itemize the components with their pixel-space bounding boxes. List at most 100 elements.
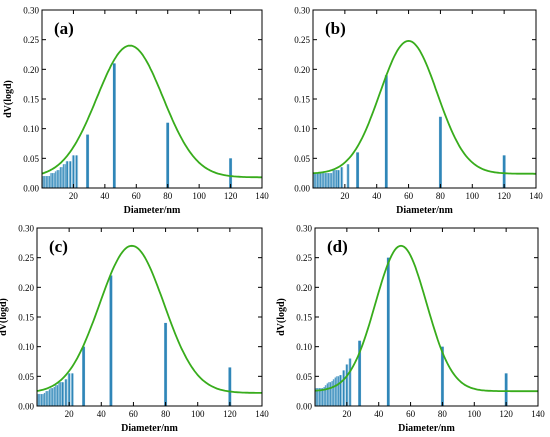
bar — [109, 275, 113, 406]
y-tick-label: 0.30 — [296, 224, 312, 234]
x-tick-label: 140 — [255, 409, 269, 419]
y-tick-label: 0.25 — [18, 253, 34, 263]
bar — [441, 346, 444, 406]
fit-curve-line — [312, 39, 536, 175]
bar — [44, 392, 46, 406]
bar — [228, 367, 232, 406]
bar — [50, 388, 53, 406]
bar — [69, 161, 72, 188]
bar — [55, 385, 58, 406]
y-tick-label: 0.25 — [296, 253, 312, 263]
y-tick-label: 0.30 — [18, 224, 34, 234]
bar — [57, 385, 59, 406]
bar — [39, 394, 42, 406]
bar — [42, 394, 45, 406]
plot-frame — [36, 227, 263, 407]
x-tick-label: 140 — [529, 191, 543, 201]
bar — [384, 75, 388, 188]
bar — [58, 382, 61, 406]
y-tick-label: 0.00 — [18, 402, 34, 412]
x-tick-label: 60 — [129, 409, 139, 419]
y-tick-label: 0.10 — [18, 342, 34, 352]
y-tick-label: 0.05 — [23, 154, 39, 164]
x-tick-label: 100 — [466, 191, 480, 201]
y-axis-label: dV(logd) — [276, 298, 287, 336]
bar — [229, 158, 232, 188]
bar — [53, 387, 56, 406]
bar-group — [37, 275, 232, 406]
bar — [349, 358, 351, 406]
y-tick-label: 0.05 — [296, 372, 312, 382]
bar-group — [314, 257, 508, 406]
bar — [504, 373, 508, 406]
bar — [502, 155, 506, 188]
x-tick-label: 40 — [372, 191, 382, 201]
y-tick-label: 0.15 — [18, 313, 34, 323]
x-tick-label: 120 — [497, 191, 511, 201]
y-axis-label: dV(logd) — [0, 298, 9, 336]
bar — [41, 394, 43, 406]
y-tick-label: 0.15 — [296, 313, 312, 323]
y-tick-label: 0.30 — [294, 6, 310, 16]
x-tick-label: 120 — [224, 191, 238, 201]
x-tick-label: 60 — [132, 191, 142, 201]
x-tick-label: 140 — [255, 191, 269, 201]
x-axis-label: Diameter/nm — [398, 423, 455, 434]
bar — [166, 122, 170, 188]
panel-label: (b) — [325, 19, 346, 38]
bar — [60, 382, 62, 406]
bar — [340, 167, 343, 188]
fit-curve-line — [36, 244, 262, 394]
bar — [346, 364, 348, 406]
chart-panel-1: 0.00 0.05 0.10 0.15 0.20 0.25 0.30 20 40 60 80 100 1… — [3, 6, 269, 217]
bar-group — [312, 75, 506, 188]
y-tick-label: 0.05 — [18, 372, 34, 382]
y-axis-label: dV(logd) — [3, 80, 14, 118]
bar — [75, 155, 78, 188]
bar — [86, 134, 89, 188]
x-tick-label: 20 — [65, 409, 75, 419]
x-tick-label: 40 — [374, 409, 384, 419]
bar — [61, 382, 64, 406]
bar — [71, 373, 74, 406]
bar — [358, 340, 361, 406]
x-tick-label: 100 — [191, 409, 205, 419]
x-tick-label: 80 — [436, 191, 446, 201]
chart-panel-3: 0.00 0.05 0.10 0.15 0.20 0.25 0.30 20 40 60 80 100 1… — [0, 224, 269, 435]
panel-label: (d) — [327, 237, 348, 256]
x-tick-label: 80 — [438, 409, 448, 419]
y-tick-label: 0.00 — [23, 184, 39, 194]
y-tick-label: 0.05 — [294, 154, 310, 164]
bar — [439, 116, 442, 188]
y-tick-label: 0.30 — [23, 6, 39, 16]
chart-panel-4: 0.00 0.05 0.10 0.15 0.20 0.25 0.30 20 40 60 80 100 1… — [276, 224, 545, 435]
y-tick-label: 0.20 — [18, 283, 34, 293]
bar — [337, 170, 340, 188]
x-tick-label: 120 — [223, 409, 237, 419]
y-tick-label: 0.25 — [23, 35, 39, 45]
bar — [49, 389, 51, 406]
bar — [339, 375, 342, 406]
y-tick-label: 0.00 — [296, 402, 312, 412]
bar-group — [41, 63, 233, 188]
x-tick-label: 140 — [531, 409, 545, 419]
x-axis-label: Diameter/nm — [396, 205, 453, 216]
bar — [47, 391, 50, 406]
x-tick-label: 80 — [161, 409, 171, 419]
y-tick-label: 0.25 — [294, 35, 310, 45]
bar — [342, 370, 345, 406]
x-tick-label: 80 — [163, 191, 173, 201]
x-tick-label: 40 — [97, 409, 107, 419]
y-tick-label: 0.20 — [296, 283, 312, 293]
bar — [65, 379, 67, 406]
x-tick-label: 20 — [340, 191, 350, 201]
x-tick-label: 20 — [69, 191, 79, 201]
y-tick-label: 0.15 — [294, 95, 310, 105]
bar — [386, 257, 390, 406]
chart-panel-2: 0.00 0.05 0.10 0.15 0.20 0.25 0.30 20 40 60 80 100 1… — [294, 6, 543, 217]
y-tick-label: 0.10 — [23, 124, 39, 134]
fit-curve-line — [314, 244, 538, 393]
panel-label: (c) — [49, 237, 68, 256]
bar — [112, 63, 116, 188]
